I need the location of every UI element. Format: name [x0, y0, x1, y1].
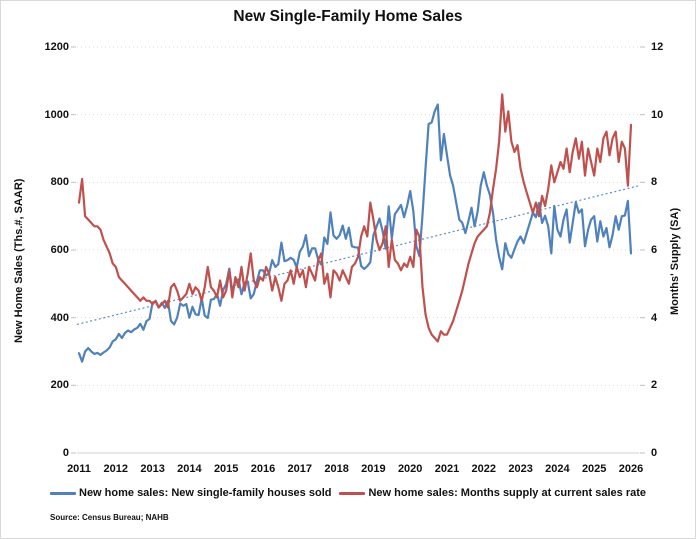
x-axis-tick-label: 2016 — [250, 463, 276, 475]
right-axis-tick-label: 10 — [651, 108, 664, 121]
left-axis-tick-label: 400 — [50, 311, 69, 324]
x-axis-tick-label: 2024 — [545, 463, 570, 475]
legend-label-supply: New home sales: Months supply at current… — [368, 487, 646, 499]
x-axis-tick-label: 2018 — [324, 463, 349, 475]
left-axis-tick-label: 1000 — [44, 108, 69, 121]
legend-item-sales: New home sales: New single-family houses… — [50, 487, 331, 499]
left-axis-title: New Home Sales (Ths.#, SAAR) — [13, 178, 25, 344]
x-axis-tick-label: 2025 — [581, 463, 607, 475]
chart-title: New Single-Family Home Sales — [233, 8, 463, 25]
supply-line — [77, 93, 633, 343]
right-axis-tick-label: 6 — [651, 244, 658, 256]
chart-legend: New home sales: New single-family houses… — [1, 487, 695, 499]
red-line-swatch-icon — [339, 491, 366, 495]
blue-line-swatch-icon — [50, 491, 76, 495]
right-axis-tick-label: 4 — [651, 311, 658, 324]
x-axis-tick-label: 2017 — [287, 463, 313, 475]
sales-line — [77, 103, 633, 363]
x-axis-tick-label: 2015 — [213, 463, 239, 475]
right-axis-title: Months' Supply (SA) — [669, 207, 681, 315]
x-axis-tick-label: 2011 — [67, 463, 91, 475]
x-axis-tick-label: 2020 — [397, 463, 423, 475]
right-axis-tick-label: 2 — [651, 379, 658, 392]
right-axis-tick-label: 8 — [651, 176, 658, 189]
x-axis-tick-label: 2023 — [508, 463, 533, 475]
left-axis-tick-label: 0 — [62, 447, 69, 459]
left-axis-tick-label: 1200 — [44, 41, 69, 53]
left-axis-tick-label: 600 — [50, 244, 69, 256]
x-axis-tick-label: 2022 — [471, 463, 497, 475]
x-axis-tick-label: 2026 — [618, 463, 644, 475]
source-note: Source: Census Bureau; NAHB — [50, 513, 169, 522]
right-axis-tick-label: 0 — [651, 447, 658, 459]
x-axis-tick-label: 2014 — [177, 463, 202, 475]
legend-item-supply: New home sales: Months supply at current… — [339, 487, 646, 499]
left-axis-tick-label: 200 — [50, 379, 69, 392]
legend-label-sales: New home sales: New single-family houses… — [79, 487, 332, 499]
x-axis-tick-label: 2013 — [140, 463, 165, 475]
left-axis-tick-label: 800 — [50, 176, 69, 189]
x-axis-tick-label: 2019 — [361, 463, 386, 475]
x-axis-tick-label: 2012 — [103, 463, 129, 475]
right-axis-tick-label: 12 — [651, 41, 664, 53]
x-axis-tick-label: 2021 — [434, 463, 460, 475]
